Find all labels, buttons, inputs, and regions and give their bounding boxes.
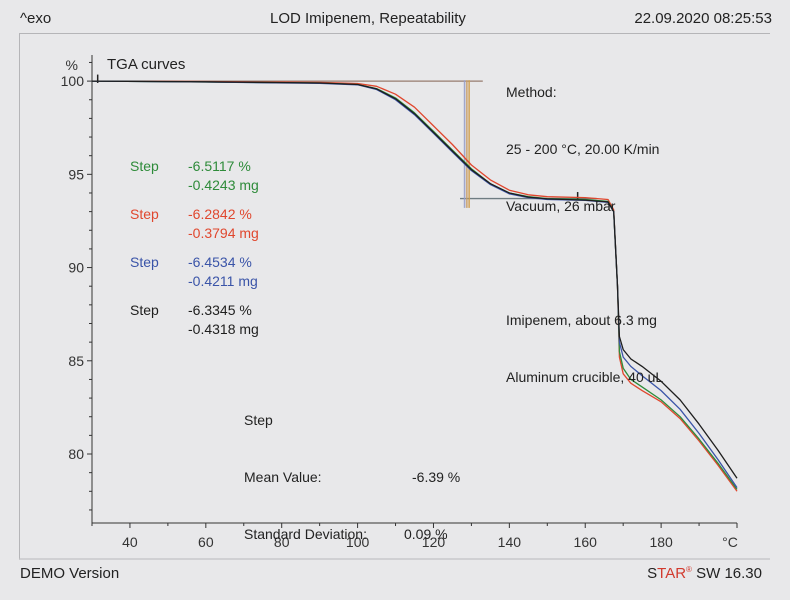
- step-result: Step -6.3345 % -0.4318 mg: [130, 301, 259, 339]
- exo-direction-label: ^exo: [20, 10, 52, 27]
- x-tick-label: 160: [574, 534, 598, 550]
- method-info: Method: 25 - 200 °C, 20.00 K/min Vacuum,…: [506, 45, 663, 406]
- sw-version: SW 16.30: [691, 565, 762, 582]
- step-percent: -6.4534 %: [188, 254, 252, 270]
- method-line: Method:: [506, 84, 557, 100]
- x-tick-label: 80: [274, 534, 290, 550]
- x-tick-label: 180: [649, 534, 673, 550]
- curves: [91, 80, 738, 492]
- step-mass: -0.4211 mg: [188, 273, 258, 289]
- step-mass: -0.4318 mg: [188, 321, 259, 337]
- step-label: Step: [130, 254, 159, 270]
- step-label: Step: [130, 302, 159, 318]
- y-tick-label: 90: [68, 260, 84, 276]
- y-tick-label: 80: [68, 446, 84, 462]
- step-percent: -6.3345 %: [188, 302, 252, 318]
- chart-title: TGA curves: [107, 56, 185, 73]
- step-percent: -6.5117 %: [188, 158, 251, 174]
- registered-mark: ®: [686, 565, 692, 574]
- axes: 100 95 90 85 80 40 60 80 100 120 140 160 180: [61, 55, 738, 550]
- sw-s: S: [647, 565, 658, 582]
- y-tick-label: 95: [68, 166, 84, 182]
- step-percent: -6.2842 %: [188, 206, 252, 222]
- step-mass: -0.3794 mg: [188, 225, 259, 241]
- chart-window-title: LOD Imipenem, Repeatability: [270, 10, 466, 27]
- sd-label: Standard Deviation:: [244, 526, 367, 542]
- x-tick-label: 40: [122, 534, 138, 550]
- step-mass: -0.4243 mg: [188, 177, 259, 193]
- method-line: Imipenem, about 6.3 mg: [506, 312, 657, 328]
- mean-value: -6.39 %: [412, 469, 461, 485]
- y-tick-label: 100: [61, 73, 85, 89]
- y-axis-label: %: [66, 57, 78, 73]
- step-summary: Step Mean Value: -6.39 % Standard Deviati…: [244, 373, 460, 563]
- x-tick-label: 140: [498, 534, 522, 550]
- x-axis-label: °C: [722, 534, 738, 550]
- software-version: STAR® SW 16.30: [647, 565, 762, 582]
- timestamp: 22.09.2020 08:25:53: [634, 10, 772, 27]
- demo-version-label: DEMO Version: [20, 565, 120, 582]
- curve-red: [91, 80, 738, 492]
- step-result: Step -6.5117 % -0.4243 mg: [130, 157, 259, 195]
- step-label: Step: [130, 206, 159, 222]
- x-tick-label: 100: [346, 534, 370, 550]
- method-line: [506, 254, 663, 273]
- step-result: Step -6.4534 % -0.4211 mg: [130, 253, 258, 291]
- x-tick-label: 60: [198, 534, 214, 550]
- sd-value: 0.09 %: [404, 526, 448, 542]
- step-result: Step -6.2842 % -0.3794 mg: [130, 205, 259, 243]
- x-tick-label: 120: [422, 534, 446, 550]
- mean-label: Mean Value:: [244, 469, 322, 485]
- method-line: Vacuum, 26 mbar: [506, 198, 616, 214]
- summary-heading: Step: [244, 412, 273, 428]
- y-tick-label: 85: [68, 353, 84, 369]
- method-line: 25 - 200 °C, 20.00 K/min: [506, 141, 660, 157]
- method-line: Aluminum crucible, 40 uL: [506, 369, 664, 385]
- curve-black: [91, 80, 738, 479]
- step-label: Step: [130, 158, 159, 174]
- sw-tar: TAR: [657, 565, 687, 582]
- plot-frame: [19, 33, 770, 560]
